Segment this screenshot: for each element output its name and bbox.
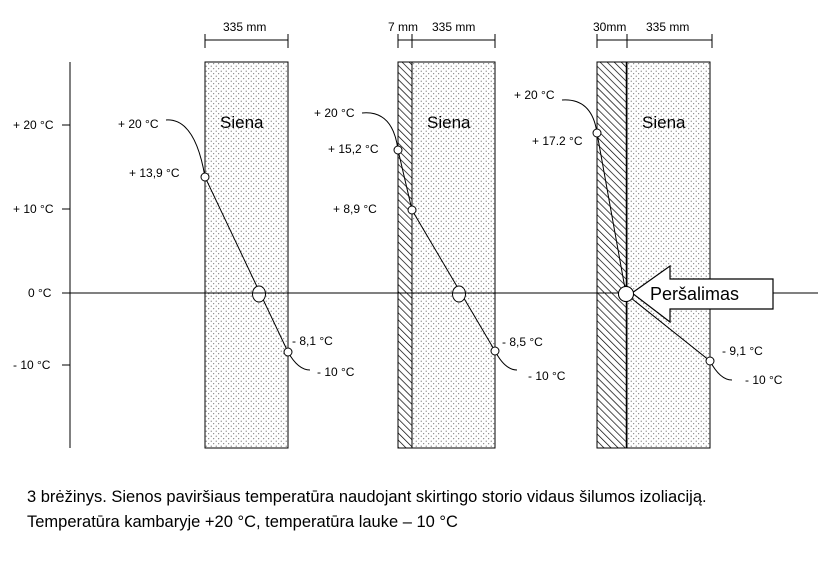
dimension-label: 335 mm <box>223 20 266 34</box>
insulation-layer <box>596 61 628 449</box>
label-outdoor-temp: - 10 °C <box>528 369 566 383</box>
wall-label: Siena <box>642 113 686 132</box>
inner-surface-point <box>592 128 602 138</box>
caption-line-2: Temperatūra kambaryje +20 °C, temperatūr… <box>27 513 458 531</box>
inner-surface-point <box>393 145 403 155</box>
dimension-label-wall: 335 mm <box>432 20 475 34</box>
condensation-arrow <box>630 264 774 324</box>
label-outdoor-temp: - 10 °C <box>317 365 355 379</box>
condensation-point-marker <box>618 286 634 302</box>
temperature-profile-line <box>361 112 518 371</box>
outer-surface-point <box>283 347 293 357</box>
label-outer-surface-temp: - 8,5 °C <box>502 335 543 349</box>
inner-surface-point <box>200 172 210 182</box>
label-interface-temp: + 8,9 °C <box>333 202 377 216</box>
wall-label: Siena <box>427 113 471 132</box>
zero-crossing-point <box>252 285 266 303</box>
label-inner-surface-temp: + 15,2 °C <box>328 142 379 156</box>
tick-label-0: 0 °C <box>28 286 52 300</box>
tick-label-20: + 20 °C <box>13 118 54 132</box>
dimension-label-insulation: 30mm <box>593 20 626 34</box>
interface-point <box>407 205 417 215</box>
dimension-label-insulation: 7 mm <box>388 20 418 34</box>
wall-brick <box>204 61 289 449</box>
panel-1: 335 mm Siena + 20 °C + 13,9 °C - 8,1 °C … <box>118 20 355 449</box>
label-indoor-temp: + 20 °C <box>314 106 355 120</box>
panel-3: 30mm 335 mm Siena + 20 °C + 17.2 °C - 9,… <box>514 20 783 449</box>
wall-label: Siena <box>220 113 264 132</box>
label-indoor-temp: + 20 °C <box>118 117 159 131</box>
label-outdoor-temp: - 10 °C <box>745 373 783 387</box>
zero-crossing-point <box>452 285 466 303</box>
insulation-layer <box>397 61 413 449</box>
label-outer-surface-temp: - 8,1 °C <box>292 334 333 348</box>
tick-label-10: + 10 °C <box>13 202 54 216</box>
dimension-label-wall: 335 mm <box>646 20 689 34</box>
wall-brick <box>411 61 496 449</box>
panel-2: 7 mm 335 mm Siena + 20 °C + 15,2 °C + 8,… <box>314 20 566 449</box>
wall-brick <box>626 61 711 449</box>
label-inner-surface-temp: + 13,9 °C <box>129 166 180 180</box>
outer-surface-point <box>705 356 715 366</box>
condensation-arrow-label: Peršalimas <box>650 284 739 304</box>
label-outer-surface-temp: - 9,1 °C <box>722 344 763 358</box>
tick-label-minus10: - 10 °C <box>13 358 51 372</box>
caption-line-1: 3 brėžinys. Sienos paviršiaus temperatūr… <box>27 488 707 506</box>
label-inner-surface-temp: + 17.2 °C <box>532 134 583 148</box>
outer-surface-point <box>490 346 500 356</box>
label-indoor-temp: + 20 °C <box>514 88 555 102</box>
figure-caption: 3 brėžinys. Sienos paviršiaus temperatūr… <box>27 485 707 535</box>
